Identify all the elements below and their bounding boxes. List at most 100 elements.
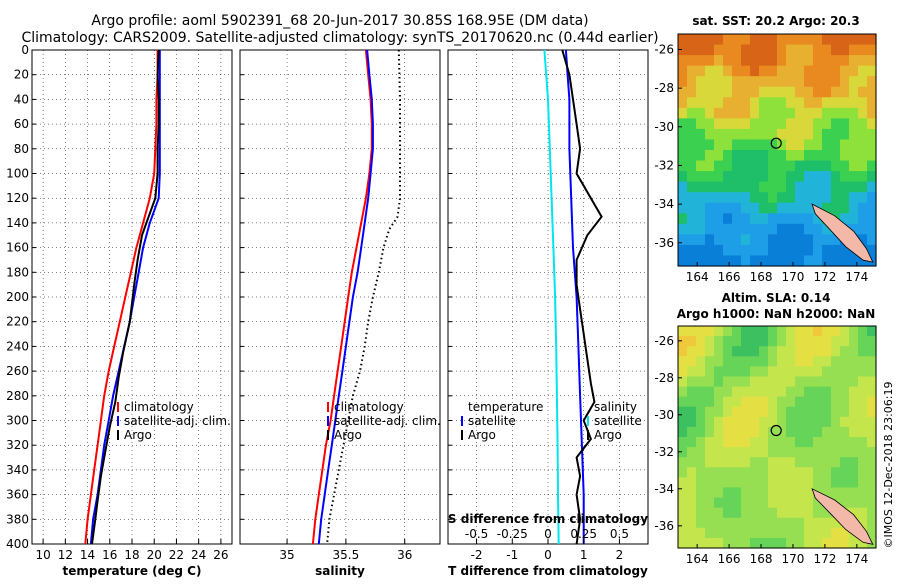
map-cell: [723, 537, 733, 549]
diff-legend-temp-satellite: satellite: [468, 414, 516, 428]
map-cell: [831, 255, 841, 267]
map-cell: [795, 447, 805, 458]
map-cell: [813, 507, 823, 519]
map-cell: [786, 457, 796, 468]
map-cell: [795, 336, 805, 347]
map-cell: [822, 336, 832, 347]
map-cell: [840, 34, 850, 46]
map-cell: [759, 517, 769, 529]
map-cell: [714, 76, 724, 88]
map-cell: [822, 507, 832, 519]
map-cell: [840, 487, 850, 499]
map-cell: [768, 406, 778, 418]
map-cell: [741, 213, 751, 225]
map-cell: [714, 202, 724, 214]
map-cell: [741, 181, 751, 193]
map-cell: [732, 477, 742, 489]
map-y-tick-label: -32: [654, 158, 674, 172]
map-cell: [768, 336, 778, 347]
map-cell: [813, 527, 823, 539]
y-tick-label: 160: [6, 241, 29, 255]
map-cell: [768, 160, 778, 172]
map-cell: [795, 255, 805, 267]
map-cell: [768, 223, 778, 235]
map-cell: [678, 213, 688, 225]
map-cell: [804, 497, 814, 509]
map-cell: [858, 160, 868, 172]
map-cell: [786, 487, 796, 499]
map-cell: [786, 44, 796, 56]
map-cell: [732, 416, 742, 428]
map-cell: [795, 416, 805, 428]
map-cell: [795, 346, 805, 357]
map-cell: [831, 396, 841, 408]
map-cell: [750, 507, 760, 519]
map-cell: [723, 406, 733, 418]
map-cell: [678, 65, 688, 77]
map-cell: [723, 97, 733, 109]
salinity-panel: 35 35.5 36 salinity climatology satellite-…: [239, 49, 441, 578]
map-cell: [723, 507, 733, 519]
map-cell: [840, 396, 850, 408]
map-cell: [777, 150, 787, 162]
map-cell: [759, 386, 769, 398]
map-cell: [714, 150, 724, 162]
map-x-tick-label: 164: [686, 552, 709, 566]
map-cell: [723, 150, 733, 162]
difference-panel: -2 -1 0 1 2 -0.5 -0.25 0 0.25 0.5 T difference fr…: [447, 49, 649, 578]
map-cell: [831, 97, 841, 109]
map-cell: [777, 181, 787, 193]
map-cell: [750, 160, 760, 172]
map-cell: [849, 336, 859, 347]
map-cell: [732, 234, 742, 246]
map-cell: [732, 346, 742, 357]
map-cell: [804, 128, 814, 141]
map-cell: [741, 139, 751, 151]
map-cell: [678, 406, 688, 418]
map-cell: [813, 255, 823, 267]
map-cell: [714, 139, 724, 151]
map-cell: [678, 336, 688, 347]
map-cell: [786, 396, 796, 408]
map-cell: [705, 437, 715, 448]
map-cell: [849, 213, 859, 225]
map-cell: [795, 356, 805, 367]
map-cell: [795, 139, 805, 151]
map-cell: [696, 386, 706, 398]
map-cell: [687, 86, 697, 98]
map-cell: [858, 128, 868, 141]
y-tick-label: 240: [6, 339, 29, 353]
map-cell: [750, 139, 760, 151]
map-cell: [813, 55, 823, 67]
map-cell: [822, 65, 832, 77]
map-cell: [750, 128, 760, 141]
y-tick-label: 60: [14, 117, 29, 131]
diff-legend-sal-argo: Argo: [594, 428, 622, 442]
salinity-xlabel: salinity: [315, 564, 365, 578]
map-cell: [831, 527, 841, 539]
map-cell: [777, 497, 787, 509]
map-cell: [768, 416, 778, 428]
y-tick-label: 360: [6, 488, 29, 502]
map-cell: [804, 426, 814, 438]
map-cell: [678, 527, 688, 539]
map-cell: [687, 65, 697, 77]
temp-legend-argo: Argo: [124, 428, 152, 442]
series-line-s-satellite: [543, 49, 560, 545]
map-cell: [705, 527, 715, 539]
map-cell: [804, 139, 814, 151]
map-cell: [705, 244, 715, 257]
map-cell: [678, 537, 688, 549]
map-cell: [822, 437, 832, 448]
map-cell: [687, 396, 697, 408]
map-cell: [858, 457, 868, 468]
map-cell: [768, 244, 778, 257]
map-y-tick-label: -36: [654, 519, 674, 533]
map-cell: [750, 150, 760, 162]
map-cell: [687, 507, 697, 519]
map-cell: [714, 447, 724, 458]
map-cell: [867, 467, 877, 478]
map-cell: [804, 150, 814, 162]
map-cell: [741, 97, 751, 109]
map-cell: [750, 356, 760, 367]
